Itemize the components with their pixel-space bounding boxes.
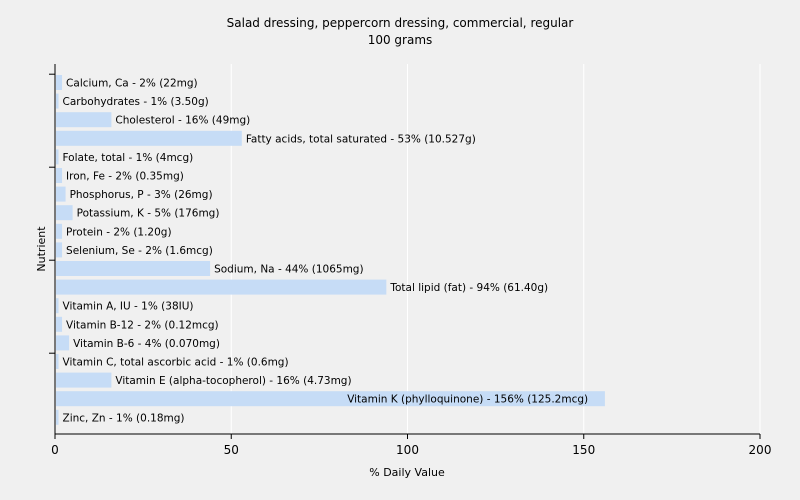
bar-label: Vitamin C, total ascorbic acid - 1% (0.6… (63, 357, 289, 369)
bar (56, 75, 63, 90)
bar (56, 93, 59, 109)
chart-title: Salad dressing, peppercorn dressing, com… (227, 16, 574, 30)
x-tick-label: 100 (396, 443, 419, 457)
bar-label: Calcium, Ca - 2% (22mg) (66, 78, 198, 90)
bar (56, 242, 63, 258)
bar-label: Fatty acids, total saturated - 53% (10.5… (246, 133, 476, 145)
bar-label: Potassium, K - 5% (176mg) (77, 208, 220, 220)
bar-label: Iron, Fe - 2% (0.35mg) (66, 171, 184, 183)
bar (56, 298, 59, 314)
bar-label: Vitamin K (phylloquinone) - 156% (125.2m… (347, 394, 588, 406)
bar-label: Carbohydrates - 1% (3.50g) (63, 96, 209, 108)
bar-label: Phosphorus, P - 3% (26mg) (70, 189, 213, 201)
bar-label: Sodium, Na - 44% (1065mg) (214, 264, 363, 276)
bar (56, 186, 66, 202)
bar-label: Vitamin B-12 - 2% (0.12mcg) (66, 319, 219, 331)
x-axis-ticks: 0 50 100 150 200 (51, 434, 771, 457)
bar-label: Vitamin E (alpha-tocopherol) - 16% (4.73… (115, 375, 351, 387)
bar (56, 354, 59, 369)
x-tick-label: 0 (51, 443, 59, 457)
bar (56, 335, 70, 351)
y-axis-label: Nutrient (35, 226, 48, 272)
bar (56, 261, 211, 276)
bar (56, 205, 73, 221)
bar (56, 112, 112, 128)
bar-label: Vitamin A, IU - 1% (38IU) (63, 301, 194, 313)
bar-label: Zinc, Zn - 1% (0.18mg) (63, 412, 185, 424)
bar (56, 149, 59, 165)
bar (56, 223, 63, 239)
bar-label: Protein - 2% (1.20g) (66, 226, 172, 238)
bar (56, 372, 112, 388)
x-tick-label: 150 (572, 443, 595, 457)
y-axis-ticks (49, 73, 55, 354)
x-tick-label: 200 (749, 443, 772, 457)
bar-label: Folate, total - 1% (4mcg) (63, 152, 194, 164)
bar (56, 168, 63, 183)
bar (56, 316, 63, 332)
bar-label: Cholesterol - 16% (49mg) (115, 115, 250, 127)
bars-group (56, 75, 605, 425)
grid-lines (230, 64, 761, 434)
bar-label: Vitamin B-6 - 4% (0.070mg) (73, 338, 220, 350)
bar (56, 409, 59, 425)
bar-label: Total lipid (fat) - 94% (61.40g) (389, 282, 548, 294)
bar (56, 130, 242, 146)
bar-labels-group: Calcium, Ca - 2% (22mg) Carbohydrates - 1… (63, 78, 589, 425)
bar (56, 391, 605, 407)
x-axis-label: % Daily Value (369, 466, 445, 479)
bar (56, 279, 387, 295)
chart-subtitle: 100 grams (368, 33, 433, 47)
bar-label: Selenium, Se - 2% (1.6mcg) (66, 245, 213, 257)
x-tick-label: 50 (224, 443, 239, 457)
